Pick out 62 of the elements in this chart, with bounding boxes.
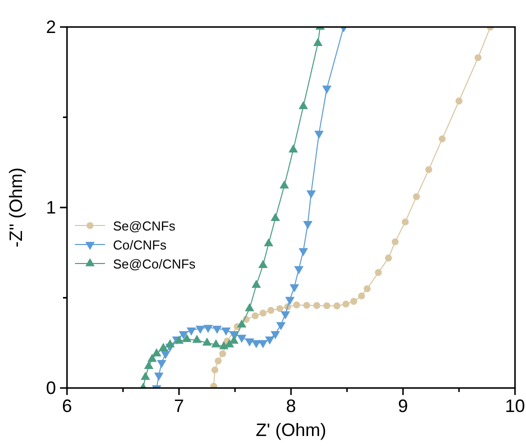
y-axis-title: -Z'' (Ohm): [6, 168, 26, 248]
point: [350, 298, 358, 305]
point: [224, 339, 234, 348]
point: [260, 310, 266, 317]
point: [456, 98, 462, 104]
y-tick-label: 1: [46, 198, 56, 218]
point: [140, 372, 150, 380]
point: [174, 336, 184, 344]
x-tick-label: 8: [286, 396, 296, 416]
x-tick-label: 10: [504, 396, 526, 416]
point: [314, 130, 324, 139]
point: [229, 336, 239, 344]
point: [258, 260, 268, 268]
point: [298, 248, 308, 256]
point: [264, 238, 274, 246]
point: [293, 302, 300, 308]
point: [425, 166, 432, 174]
point: [303, 221, 312, 230]
point: [202, 337, 212, 346]
point: [276, 305, 284, 312]
point: [474, 54, 482, 62]
point: [165, 339, 175, 348]
y-tick-label: 0: [46, 378, 56, 398]
point: [364, 285, 371, 292]
point: [358, 292, 366, 300]
point: [342, 300, 350, 308]
point: [252, 280, 261, 288]
point: [211, 339, 221, 348]
point: [147, 354, 157, 362]
point: [323, 302, 330, 310]
legend-label: Co/CNFs: [113, 238, 167, 253]
x-tick-label: 6: [62, 396, 72, 416]
point: [438, 135, 446, 142]
point: [392, 238, 399, 246]
point: [267, 306, 274, 314]
point: [303, 302, 310, 309]
point: [144, 360, 154, 370]
point: [313, 302, 320, 309]
point: [412, 193, 420, 200]
legend-label: Se@Co/CNFs: [113, 256, 196, 272]
point: [152, 348, 162, 356]
point: [244, 303, 254, 312]
x-axis-title: Z' (Ohm): [256, 420, 326, 440]
legend-label: Se@CNFs: [113, 218, 176, 234]
point: [237, 319, 246, 328]
point: [219, 350, 226, 358]
point: [322, 86, 332, 94]
point: [182, 334, 192, 342]
x-tick-label: 7: [174, 396, 184, 416]
point: [402, 218, 409, 226]
point: [192, 334, 202, 343]
point: [333, 302, 340, 310]
point: [384, 254, 392, 262]
point: [214, 357, 222, 364]
y-tick-label: 2: [46, 17, 56, 37]
x-tick-label: 9: [398, 396, 408, 416]
point: [252, 312, 259, 320]
point: [306, 190, 316, 198]
point: [158, 342, 168, 351]
point: [374, 269, 382, 276]
point: [211, 366, 218, 374]
point: [210, 382, 218, 388]
